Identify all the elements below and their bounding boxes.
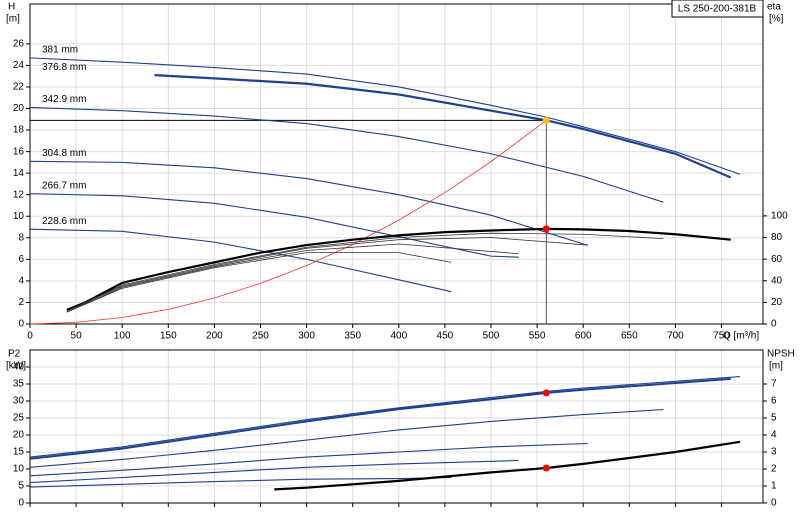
y2-tick-label: 5 [771,413,777,424]
plot-frame [29,3,764,325]
curve [29,375,740,458]
x-tick-label: 200 [206,331,223,342]
curve-label: 342.9 mm [42,94,86,105]
curve [274,440,741,491]
curve-label: 381 mm [42,45,78,56]
y-tick-label: 20 [13,103,25,114]
y2-tick-label: 2 [771,464,777,475]
y2-tick-label: 80 [771,232,783,243]
y2-tick-label: 60 [771,254,783,265]
y2-tick-label: 7 [771,379,777,390]
y-tick-label: 0 [18,319,24,330]
y2-tick-label: 3 [771,447,777,458]
y2-tick-label: 0 [771,498,777,509]
plot-frame [29,349,764,504]
y-tick-label: 4 [18,276,24,287]
x-tick-label: 250 [252,331,269,342]
y-tick-label: 18 [13,125,25,136]
x-tick-label: 350 [344,331,361,342]
x-axis-title: Q [m³/h] [723,331,759,342]
x-tick-label: 0 [27,331,33,342]
y2-tick-label: 0 [771,319,777,330]
y-tick-label: 15 [13,447,25,458]
y2-tick-label: 1 [771,481,777,492]
curve [29,442,588,477]
y2-tick-label: 40 [771,275,783,286]
x-tick-label: 550 [529,331,546,342]
curve [29,106,664,203]
curve [29,408,664,468]
y-axis-unit: [kW] [6,361,26,372]
curve-label: 266.7 mm [42,180,86,191]
curve [154,74,732,179]
y-tick-label: 5 [18,481,24,492]
y-tick-label: 10 [13,464,25,475]
curve [66,237,588,312]
curve [66,252,452,313]
duty-point [542,389,550,397]
x-tick-label: 600 [575,331,592,342]
curve-label: 376.8 mm [42,62,86,73]
y2-axis-title: eta [767,2,781,13]
x-tick-label: 700 [667,331,684,342]
y-axis-unit: [m] [6,14,20,25]
y-tick-label: 26 [13,39,25,50]
curve [66,227,731,311]
plot-layer: 0 50 100 150 200 250 300 350 400 450 500 550 600 650 7… [6,0,795,509]
y-tick-label: 2 [18,297,24,308]
y-axis-title: H [8,2,15,13]
y-tick-label: 25 [13,413,25,424]
y-tick-label: 0 [18,498,24,509]
y2-tick-label: 20 [771,297,783,308]
x-tick-label: 100 [114,331,131,342]
y2-tick-label: 6 [771,396,777,407]
curve [29,459,519,484]
curve [66,232,664,312]
model-label: LS 250-200-381B [678,4,757,15]
y-tick-label: 24 [13,60,25,71]
x-tick-label: 300 [298,331,315,342]
y-tick-label: 16 [13,146,25,157]
y-tick-label: 20 [13,430,25,441]
y-tick-label: 8 [18,232,24,243]
curve [29,228,452,293]
y-tick-label: 40 [13,362,25,373]
y-tick-label: 14 [13,168,25,179]
duty-point [542,116,550,124]
curve [29,476,452,488]
x-tick-label: 450 [437,331,454,342]
curve [29,120,547,325]
curve [29,160,588,246]
model-box [671,0,764,18]
y-tick-label: 10 [13,211,25,222]
curve [29,377,731,460]
y-tick-label: 30 [13,396,25,407]
y-tick-label: 12 [13,189,25,200]
curve-label: 228.6 mm [42,216,86,227]
y-tick-label: 35 [13,379,25,390]
y-axis-title: P2 [8,349,21,360]
y2-axis-title: NPSH [767,349,795,360]
x-tick-label: 500 [483,331,500,342]
y2-axis-unit: [%] [769,14,784,25]
duty-point [542,464,550,472]
x-tick-label: 150 [160,331,177,342]
duty-point [542,225,550,233]
curve [29,57,741,175]
curve [66,243,519,313]
curve [29,193,519,258]
x-tick-label: 650 [621,331,638,342]
y2-axis-unit: [m] [769,361,783,372]
y-tick-label: 6 [18,254,24,265]
x-tick-label: 50 [71,331,83,342]
y-tick-label: 22 [13,82,25,93]
curve-label: 304.8 mm [42,148,86,159]
y2-tick-label: 100 [771,211,788,222]
y2-tick-label: 4 [771,430,777,441]
x-tick-label: 400 [390,331,407,342]
x-tick-label: 750 [713,331,730,342]
